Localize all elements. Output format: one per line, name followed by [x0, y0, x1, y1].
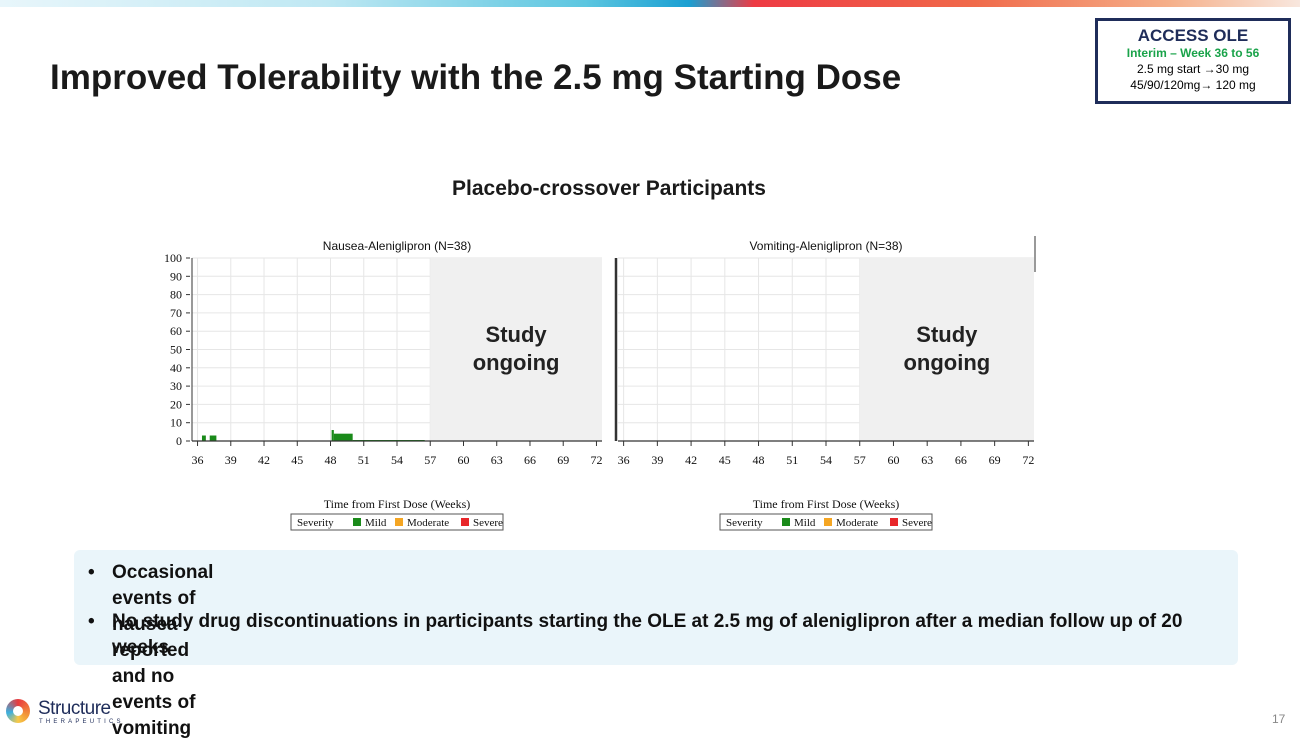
x-tick-label: 63	[491, 453, 503, 467]
chart-title: Nausea-Aleniglipron (N=38)	[323, 239, 471, 253]
y-tick-label: 20	[170, 397, 182, 411]
x-tick-label: 60	[457, 453, 469, 467]
x-tick-label: 36	[192, 453, 204, 467]
legend-swatch	[461, 518, 469, 526]
legend-swatch	[824, 518, 832, 526]
x-tick-label: 39	[225, 453, 237, 467]
x-tick-label: 66	[955, 453, 967, 467]
y-tick-label: 0	[176, 434, 182, 448]
study-ongoing-label: ongoing	[473, 350, 560, 375]
legend-label: Mild	[794, 517, 816, 529]
y-tick-label: 60	[170, 324, 182, 338]
x-tick-label: 45	[291, 453, 303, 467]
y-tick-label: 80	[170, 288, 182, 302]
chart-title: Vomiting-Aleniglipron (N=38)	[749, 239, 902, 253]
x-tick-label: 54	[391, 453, 403, 467]
slide-title: Improved Tolerability with the 2.5 mg St…	[50, 58, 902, 97]
legend-swatch	[395, 518, 403, 526]
bullet-dot-icon: •	[88, 562, 95, 583]
bar	[331, 430, 334, 441]
x-axis-label: Time from First Dose (Weeks)	[753, 497, 900, 511]
bar	[209, 435, 217, 441]
logo-name: Structure	[38, 698, 111, 719]
study-ongoing-label: ongoing	[903, 350, 990, 375]
x-tick-label: 72	[590, 453, 602, 467]
access-ole-box: ACCESS OLE Interim – Week 36 to 56 2.5 m…	[1095, 18, 1291, 104]
x-tick-label: 45	[719, 453, 731, 467]
section-title: Placebo-crossover Participants	[452, 177, 766, 200]
x-tick-label: 63	[921, 453, 933, 467]
bullet-dot-icon: •	[88, 611, 95, 632]
bar	[201, 435, 206, 441]
x-tick-label: 39	[651, 453, 663, 467]
legend-swatch	[353, 518, 361, 526]
shaded-region	[859, 258, 1034, 441]
x-tick-label: 48	[753, 453, 765, 467]
top-gradient-bar	[0, 0, 1300, 7]
x-tick-label: 42	[685, 453, 697, 467]
access-box-subtitle: Interim – Week 36 to 56	[1126, 46, 1260, 60]
x-tick-label: 69	[557, 453, 569, 467]
logo-tagline: THERAPEUTICS	[39, 719, 124, 725]
x-tick-label: 51	[786, 453, 798, 467]
legend-label: Severe	[902, 517, 932, 529]
y-tick-label: 40	[170, 361, 182, 375]
y-tick-label: 50	[170, 343, 182, 357]
x-tick-label: 51	[358, 453, 370, 467]
legend-swatch	[782, 518, 790, 526]
logo-mark-icon	[6, 699, 30, 723]
x-tick-label: 54	[820, 453, 832, 467]
x-tick-label: 48	[325, 453, 337, 467]
bullet-text-2: No study drug discontinuations in partic…	[112, 611, 1183, 658]
x-tick-label: 36	[618, 453, 630, 467]
bullet-text-1: Occasional events of nausea reported and…	[112, 562, 214, 739]
access-box-line-1: 2.5 mg start →30 mg	[1136, 62, 1250, 76]
x-tick-label: 66	[524, 453, 536, 467]
x-tick-label: 72	[1022, 453, 1034, 467]
shaded-region	[430, 258, 602, 441]
legend-label: Moderate	[407, 517, 449, 529]
y-tick-label: 10	[170, 416, 182, 430]
charts-area: Study ongoing 0 10 20 30 40 50 60 70 80 90 100 36 39 42…	[164, 236, 1036, 531]
y-tick-label: 100	[164, 251, 182, 265]
company-logo: Structure THERAPEUTICS	[6, 697, 136, 727]
bullet-box: • Occasional events of nausea reported a…	[74, 550, 1238, 739]
legend-swatch	[890, 518, 898, 526]
legend-title: Severity	[297, 517, 334, 529]
legend-title: Severity	[726, 517, 763, 529]
access-box-line-2: 45/90/120mg→ 120 mg	[1130, 78, 1256, 92]
y-tick-label: 90	[170, 269, 182, 283]
bar	[333, 433, 353, 441]
x-tick-label: 57	[854, 453, 866, 467]
access-box-title: ACCESS OLE	[1137, 26, 1249, 45]
study-ongoing-label: Study	[916, 322, 978, 347]
x-tick-label: 42	[258, 453, 270, 467]
y-tick-label: 30	[170, 379, 182, 393]
x-tick-label: 60	[887, 453, 899, 467]
legend-label: Moderate	[836, 517, 878, 529]
study-ongoing-label: Study	[486, 322, 548, 347]
x-tick-label: 57	[424, 453, 436, 467]
legend-label: Severe	[473, 517, 503, 529]
y-tick-label: 70	[170, 306, 182, 320]
x-tick-label: 69	[989, 453, 1001, 467]
page-number: 17	[1272, 712, 1286, 726]
x-axis-label: Time from First Dose (Weeks)	[324, 497, 471, 511]
legend-label: Mild	[365, 517, 387, 529]
